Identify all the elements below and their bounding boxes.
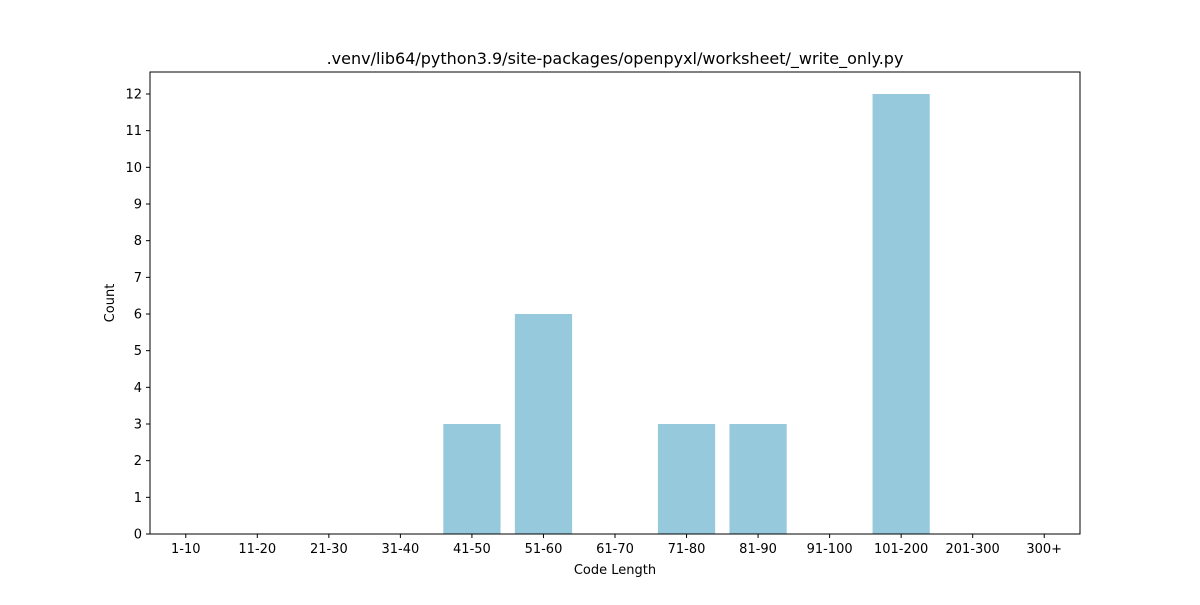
- y-tick-label: 2: [134, 454, 142, 469]
- bar-41-50: [443, 424, 501, 534]
- bar-81-90: [729, 424, 787, 534]
- bars-group: [443, 94, 930, 534]
- chart-title: .venv/lib64/python3.9/site-packages/open…: [327, 49, 904, 69]
- y-tick-label: 9: [134, 198, 142, 213]
- x-axis-ticks: 1-10 11-20 21-30 31-40 41-50 51-60 61-70 71-80 8…: [171, 534, 1062, 557]
- y-tick-label: 6: [134, 308, 142, 323]
- bar-51-60: [514, 314, 573, 534]
- x-tick-label: 51-60: [525, 542, 563, 557]
- x-tick-label: 101-200: [874, 542, 928, 557]
- x-axis-label: Code Length: [574, 563, 656, 578]
- x-tick-label: 11-20: [238, 542, 276, 557]
- y-axis-label: Count: [103, 284, 118, 323]
- y-tick-label: 12: [125, 88, 142, 103]
- y-tick-label: 1: [134, 491, 142, 506]
- y-tick-label: 3: [134, 418, 142, 433]
- y-tick-label: 4: [134, 381, 142, 396]
- y-tick-label: 0: [134, 528, 142, 543]
- bar-101-200: [872, 94, 930, 534]
- y-tick-label: 11: [125, 124, 142, 139]
- x-tick-label: 41-50: [453, 542, 491, 557]
- x-tick-label: 81-90: [739, 542, 777, 557]
- x-tick-label: 91-100: [807, 542, 853, 557]
- y-tick-label: 7: [134, 271, 142, 286]
- x-tick-label: 71-80: [668, 542, 706, 557]
- x-tick-label: 31-40: [381, 542, 419, 557]
- x-tick-label: 201-300: [946, 542, 1000, 557]
- y-tick-label: 8: [134, 234, 142, 249]
- x-tick-label: 61-70: [596, 542, 634, 557]
- plot-frame: [149, 71, 1081, 535]
- x-tick-label: 1-10: [171, 542, 201, 557]
- bar-71-80: [657, 424, 716, 534]
- x-tick-label: 300+: [1026, 542, 1062, 557]
- y-tick-label: 5: [134, 344, 142, 359]
- x-tick-label: 21-30: [310, 542, 348, 557]
- y-tick-label: 10: [125, 161, 142, 176]
